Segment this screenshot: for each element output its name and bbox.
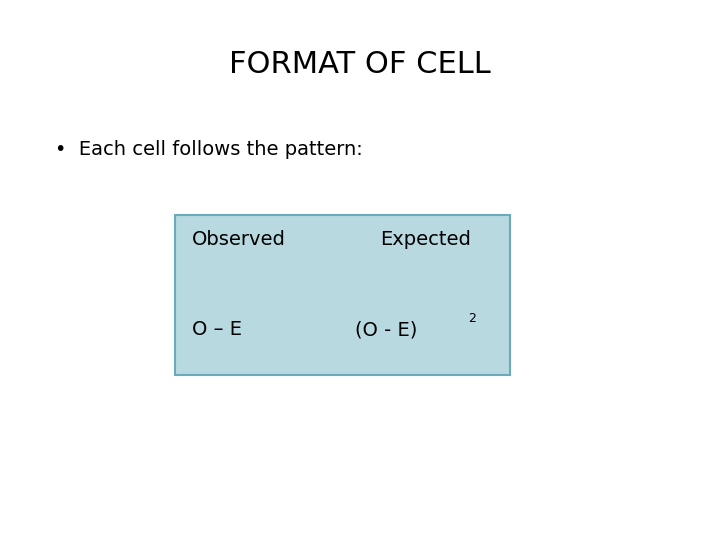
Text: •  Each cell follows the pattern:: • Each cell follows the pattern:: [55, 140, 363, 159]
Text: Expected: Expected: [380, 230, 471, 249]
FancyBboxPatch shape: [175, 215, 510, 375]
Text: FORMAT OF CELL: FORMAT OF CELL: [229, 50, 491, 79]
Text: (O - E): (O - E): [355, 320, 418, 339]
Text: Observed: Observed: [192, 230, 286, 249]
Text: O – E: O – E: [192, 320, 242, 339]
Text: 2: 2: [468, 312, 476, 325]
